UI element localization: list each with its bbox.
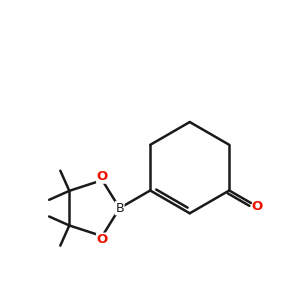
Text: O: O [97, 233, 108, 246]
Text: O: O [251, 200, 262, 213]
Text: O: O [97, 170, 108, 183]
Text: B: B [115, 202, 124, 215]
